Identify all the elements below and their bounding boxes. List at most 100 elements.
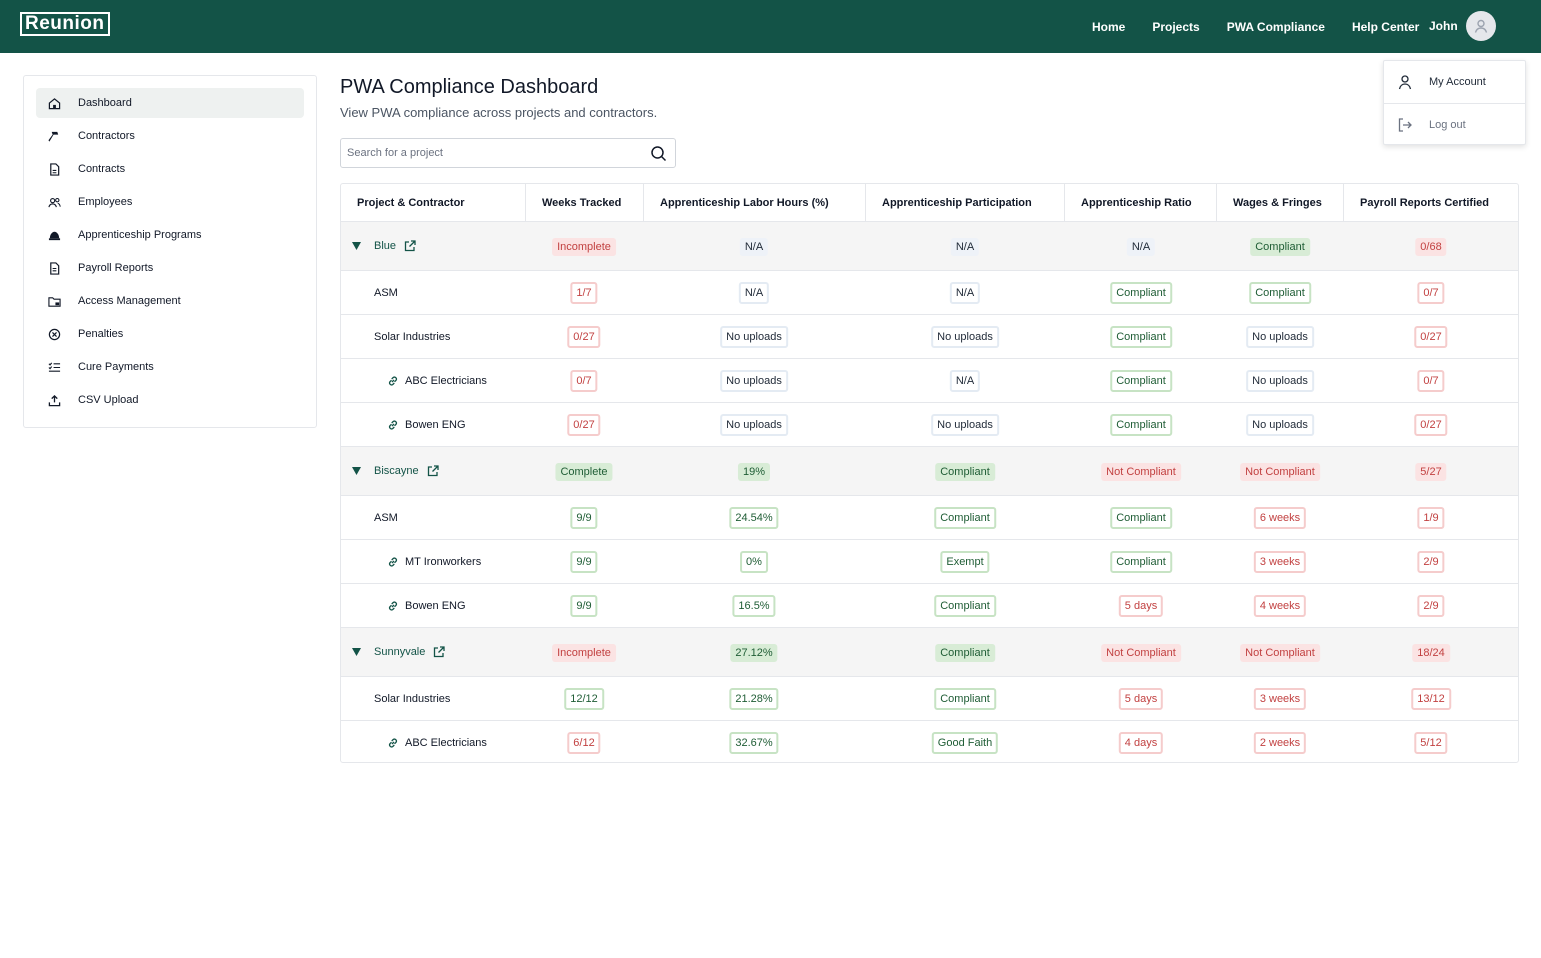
status-badge: 4 weeks [1253, 595, 1307, 617]
col-header-labor-hours[interactable]: Apprenticeship Labor Hours (%) [644, 184, 866, 221]
link-icon [388, 419, 398, 430]
external-link-icon[interactable] [404, 240, 416, 252]
subcontractor-name[interactable]: Bowen ENG [405, 418, 466, 431]
project-row[interactable]: Biscayne Complete 19% Compliant Not Complian… [341, 447, 1518, 496]
project-name-link[interactable]: Biscayne [374, 465, 419, 477]
sidebar-item-cure-payments[interactable]: Cure Payments [36, 352, 304, 382]
external-link-icon[interactable] [433, 646, 446, 658]
status-badge: 0/68 [1415, 237, 1447, 256]
status-badge: 9/9 [570, 551, 598, 573]
status-badge: No uploads [1246, 370, 1314, 392]
subcontractor-name[interactable]: ABC Electricians [405, 374, 487, 387]
sidebar-item-apprenticeship-programs[interactable]: Apprenticeship Programs [36, 220, 304, 250]
table-row[interactable]: ASM 9/9 24.54% Compliant Compliant 6 weeks 1/9 [341, 496, 1518, 540]
status-badge: 3 weeks [1253, 551, 1307, 573]
row-name-cell: Bowen ENG [387, 403, 466, 446]
status-badge: Incomplete [552, 643, 616, 662]
table-row[interactable]: Solar Industries 0/27 No uploads No uploads… [341, 315, 1518, 359]
subcontractor-name[interactable]: Bowen ENG [405, 599, 466, 612]
status-badge: 19% [737, 462, 771, 481]
contractor-name[interactable]: ASM [374, 511, 398, 524]
sidebar-item-dashboard[interactable]: Dashboard [36, 88, 304, 118]
sidebar-label: Penalties [78, 328, 124, 340]
user-name[interactable]: John [1429, 19, 1458, 33]
main-nav: Home Projects PWA Compliance Help Center [1092, 0, 1446, 53]
search-icon[interactable] [650, 145, 667, 162]
my-account-menu-item[interactable]: My Account [1384, 61, 1525, 103]
status-badge: 13/12 [1411, 688, 1451, 710]
table-row[interactable]: ABC Electricians 6/12 32.67% Good Faith 4 da… [341, 721, 1518, 762]
contractor-name[interactable]: Solar Industries [374, 330, 451, 343]
col-header-weeks-tracked[interactable]: Weeks Tracked [526, 184, 644, 221]
project-name-link[interactable]: Sunnyvale [374, 646, 426, 658]
external-link-icon[interactable] [427, 465, 439, 477]
subcontractor-name[interactable]: MT Ironworkers [405, 555, 482, 568]
status-badge: 32.67% [729, 732, 779, 754]
sidebar-item-access-management[interactable]: Access Management [36, 286, 304, 316]
status-badge: 9/9 [570, 507, 598, 529]
row-name-cell: ASM [374, 496, 398, 539]
row-name-cell: MT Ironworkers [387, 540, 481, 583]
status-badge: N/A [950, 237, 980, 256]
upload-icon [48, 394, 61, 407]
nav-home[interactable]: Home [1092, 19, 1126, 34]
status-badge: 0/27 [1414, 414, 1448, 436]
col-header-payroll-certified[interactable]: Payroll Reports Certified [1344, 184, 1518, 221]
row-name-cell: Solar Industries [374, 677, 450, 720]
status-badge: 27.12% [730, 643, 778, 662]
x-circle-icon [48, 328, 61, 341]
sidebar-item-csv-upload[interactable]: CSV Upload [36, 385, 304, 415]
avatar[interactable] [1466, 11, 1496, 41]
user-icon [1398, 75, 1412, 90]
subcontractor-name[interactable]: ABC Electricians [405, 736, 487, 749]
table-row[interactable]: MT Ironworkers 9/9 0% Exempt Compliant 3 week… [341, 540, 1518, 584]
status-badge: No uploads [720, 326, 788, 348]
table-row[interactable]: Bowen ENG 0/27 No uploads No uploads Complia… [341, 403, 1518, 447]
status-badge: 6/12 [567, 732, 601, 754]
project-row[interactable]: Blue Incomplete N/A N/A N/A Compliant 0/68 [341, 222, 1518, 271]
sidebar-item-employees[interactable]: Employees [36, 187, 304, 217]
col-header-ratio[interactable]: Apprenticeship Ratio [1065, 184, 1217, 221]
table-row[interactable]: ABC Electricians 0/7 No uploads N/A Complian… [341, 359, 1518, 403]
caret-down-icon[interactable] [352, 242, 361, 250]
caret-down-icon[interactable] [352, 467, 361, 475]
sidebar-item-penalties[interactable]: Penalties [36, 319, 304, 349]
caret-down-icon[interactable] [352, 648, 361, 656]
status-badge: 12/12 [564, 688, 604, 710]
reunion-logo[interactable]: Reunion [20, 12, 110, 36]
sidebar-item-contractors[interactable]: Contractors [36, 121, 304, 151]
status-badge: Compliant [1110, 551, 1172, 573]
contractor-name[interactable]: ASM [374, 286, 398, 299]
status-badge: No uploads [1246, 326, 1314, 348]
sidebar-label: Employees [78, 196, 133, 208]
status-badge: N/A [1126, 237, 1156, 256]
status-badge: Exempt [940, 551, 990, 573]
sidebar-item-payroll-reports[interactable]: Payroll Reports [36, 253, 304, 283]
project-name-link[interactable]: Blue [374, 240, 397, 252]
status-badge: Not Compliant [1101, 643, 1181, 662]
status-badge: Compliant [1110, 370, 1172, 392]
log-out-menu-item[interactable]: Log out [1384, 104, 1525, 146]
table-row[interactable]: Solar Industries 12/12 21.28% Compliant 5 da… [341, 677, 1518, 721]
status-badge: Not Compliant [1101, 462, 1181, 481]
col-header-project[interactable]: Project & Contractor [341, 184, 526, 221]
status-badge: Compliant [935, 643, 995, 662]
status-badge: 0/27 [567, 414, 601, 436]
row-name-cell: Bowen ENG [387, 584, 466, 627]
link-icon [388, 600, 398, 611]
nav-pwa-compliance[interactable]: PWA Compliance [1226, 19, 1325, 34]
search-input[interactable] [347, 145, 637, 161]
nav-help-center[interactable]: Help Center [1351, 19, 1420, 34]
sidebar-item-contracts[interactable]: Contracts [36, 154, 304, 184]
col-header-participation[interactable]: Apprenticeship Participation [866, 184, 1065, 221]
status-badge: Compliant [1110, 507, 1172, 529]
project-row[interactable]: Sunnyvale Incomplete 27.12% Compliant Not Co… [341, 628, 1518, 677]
nav-projects[interactable]: Projects [1152, 19, 1200, 34]
status-badge: Not Compliant [1240, 462, 1320, 481]
contractor-name[interactable]: Solar Industries [374, 692, 451, 705]
status-badge: No uploads [1246, 414, 1314, 436]
col-header-wages[interactable]: Wages & Fringes [1217, 184, 1344, 221]
sidebar-label: CSV Upload [78, 394, 139, 406]
table-row[interactable]: Bowen ENG 9/9 16.5% Compliant 5 days 4 weeks 2… [341, 584, 1518, 628]
table-row[interactable]: ASM 1/7 N/A N/A Compliant Compliant 0/7 [341, 271, 1518, 315]
